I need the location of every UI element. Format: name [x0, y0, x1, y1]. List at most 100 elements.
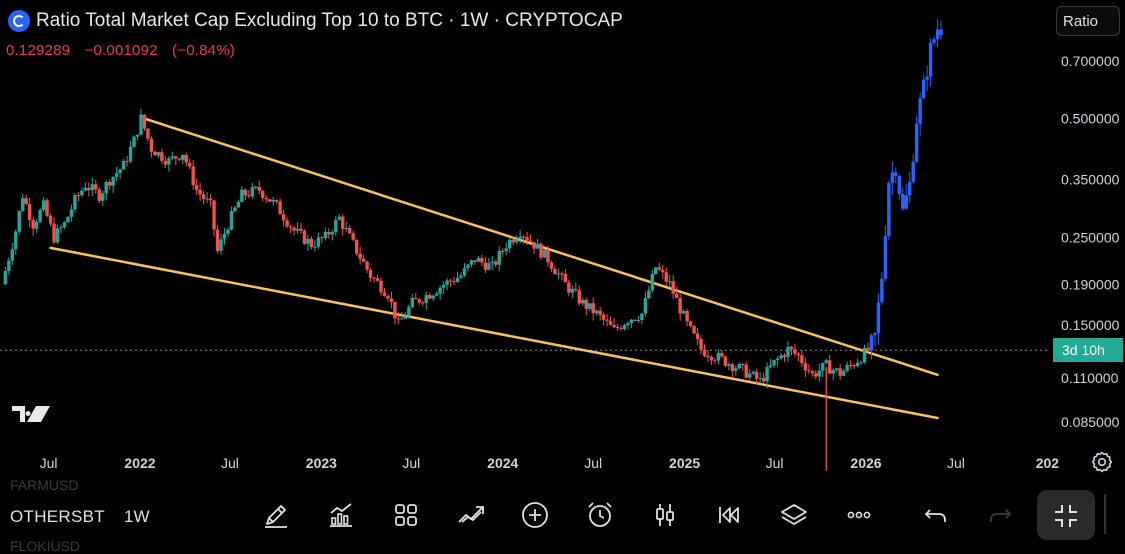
- x-tick-label: Jul: [766, 455, 784, 471]
- candle: [139, 114, 143, 135]
- candle: [52, 223, 56, 243]
- candle: [570, 288, 575, 293]
- candle: [410, 298, 415, 308]
- candle: [473, 260, 477, 262]
- fullscreen-icon[interactable]: [1037, 490, 1095, 540]
- candles-icon[interactable]: [650, 500, 680, 530]
- candle: [654, 267, 658, 274]
- candle: [125, 160, 129, 162]
- candle: [118, 169, 122, 174]
- candle: [855, 362, 860, 367]
- candle: [455, 277, 460, 282]
- scale-mode-button[interactable]: Ratio: [1056, 6, 1120, 36]
- candle: [466, 264, 470, 269]
- candle: [789, 346, 794, 350]
- price-chart[interactable]: 0.700000 0.500000 0.350000 0.250000 0.190000…: [0, 0, 1125, 480]
- candle: [591, 303, 595, 314]
- x-tick-label: 2022: [124, 455, 155, 471]
- candle: [34, 221, 39, 229]
- projection-candle: [939, 29, 943, 36]
- candle: [417, 299, 421, 303]
- candle: [160, 152, 164, 161]
- y-tick-label: 0.700000: [1061, 53, 1120, 69]
- indicators-icon[interactable]: [326, 500, 356, 530]
- candle: [393, 301, 397, 319]
- candle: [542, 249, 547, 258]
- candle: [38, 210, 42, 222]
- x-tick-label: Jul: [947, 455, 965, 471]
- candle: [323, 231, 328, 239]
- candle: [274, 199, 279, 202]
- candle: [167, 158, 171, 165]
- candle: [428, 295, 432, 299]
- candle: [754, 371, 759, 379]
- gear-icon[interactable]: [1090, 450, 1114, 474]
- candle: [114, 173, 119, 177]
- candle: [643, 298, 648, 314]
- x-tick-label: 2024: [487, 455, 518, 471]
- projection-candle: [901, 193, 905, 209]
- candle: [48, 215, 53, 224]
- candle: [772, 359, 776, 366]
- projection-candle: [914, 123, 919, 162]
- timeframe-button[interactable]: 1W: [124, 507, 150, 526]
- candle: [581, 299, 585, 304]
- watchlist-item-below[interactable]: FLOKIUSD: [10, 538, 81, 554]
- candle: [212, 200, 216, 230]
- watchlist-item-above[interactable]: FARMUSD: [10, 477, 79, 493]
- candle: [104, 181, 108, 194]
- candle: [83, 187, 88, 191]
- grid-icon[interactable]: [391, 500, 421, 530]
- candle: [403, 316, 408, 319]
- candle: [372, 277, 376, 279]
- candle: [302, 230, 307, 244]
- candle: [574, 288, 578, 291]
- candle: [775, 358, 780, 360]
- projection-candle: [894, 172, 898, 177]
- more-icon[interactable]: [844, 500, 874, 530]
- candle: [121, 160, 126, 170]
- candle: [824, 360, 828, 363]
- pencil-icon[interactable]: [261, 500, 291, 530]
- candle: [671, 281, 675, 294]
- alarm-icon[interactable]: [585, 500, 615, 530]
- candle: [588, 303, 592, 309]
- candle: [233, 207, 237, 212]
- candle: [838, 368, 842, 376]
- drawings-icon[interactable]: [456, 500, 486, 530]
- candle: [441, 284, 446, 288]
- candle: [365, 261, 369, 270]
- y-tick-label: 0.250000: [1061, 229, 1120, 245]
- chart-area[interactable]: 0.700000 0.500000 0.350000 0.250000 0.190000…: [0, 0, 1125, 480]
- layers-icon[interactable]: [779, 500, 809, 530]
- projection-candle: [935, 29, 940, 40]
- candle: [640, 313, 644, 320]
- candle: [521, 236, 526, 238]
- candle: [261, 190, 265, 199]
- candle: [845, 364, 849, 371]
- candle: [368, 269, 373, 278]
- candle: [480, 258, 484, 263]
- add-icon[interactable]: [520, 500, 550, 530]
- candle: [187, 162, 192, 167]
- candle: [222, 233, 227, 240]
- candle: [866, 347, 870, 351]
- candle: [761, 377, 766, 382]
- projection-candle: [911, 161, 915, 183]
- candle: [821, 362, 825, 371]
- candle: [170, 156, 174, 159]
- projection-candle: [890, 172, 895, 183]
- candle: [344, 228, 348, 230]
- replay-icon[interactable]: [714, 500, 744, 530]
- candle: [205, 198, 209, 200]
- candle: [716, 352, 721, 361]
- x-tick-label: 2023: [306, 455, 337, 471]
- candle: [80, 190, 84, 196]
- symbol-button[interactable]: OTHERSBT: [10, 507, 105, 526]
- candle: [695, 333, 700, 340]
- undo-icon[interactable]: [921, 500, 951, 530]
- y-tick-label: 0.085000: [1061, 414, 1120, 430]
- candle: [184, 154, 188, 163]
- candle: [271, 199, 275, 202]
- toolbar-divider: [1104, 494, 1106, 534]
